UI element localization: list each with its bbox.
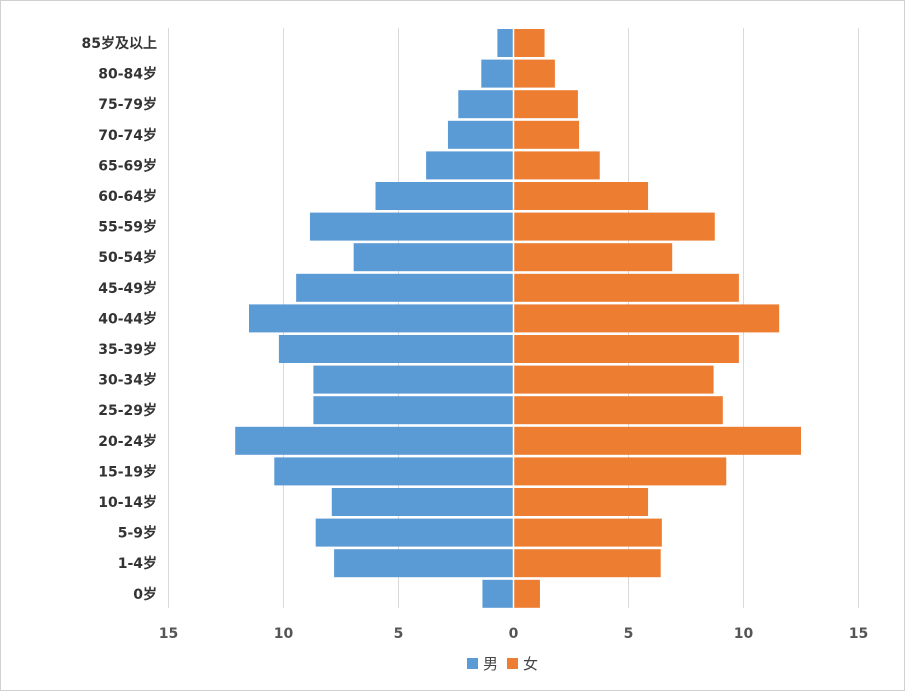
bar-female	[513, 304, 780, 333]
bar-male	[249, 304, 514, 333]
bar-male	[274, 457, 514, 486]
bar-male	[309, 212, 514, 241]
bar-female	[513, 488, 649, 516]
category-label: 35-39岁	[98, 341, 157, 358]
legend-label: 女	[523, 655, 538, 673]
legend-swatch	[467, 658, 478, 669]
x-tick-label: 0	[509, 626, 519, 642]
category-label: 30-34岁	[98, 372, 157, 389]
bar-male	[278, 335, 514, 363]
bar-layer	[235, 28, 801, 608]
x-tick-label: 5	[624, 626, 634, 642]
bar-female	[513, 396, 723, 425]
bar-female	[513, 182, 649, 210]
bar-male	[353, 243, 514, 272]
bar-female	[513, 518, 662, 547]
x-tick-label: 10	[274, 626, 294, 642]
bar-female	[513, 212, 715, 241]
category-label: 65-69岁	[98, 157, 157, 174]
bar-male	[375, 182, 514, 210]
bar-female	[513, 426, 801, 455]
bar-male	[447, 120, 514, 149]
bar-male	[426, 151, 514, 180]
bar-male	[481, 59, 514, 88]
bar-female	[513, 29, 545, 57]
bar-female	[513, 579, 540, 608]
category-label: 85岁及以上	[82, 35, 157, 52]
category-label: 25-29岁	[98, 402, 157, 419]
category-label: 55-59岁	[98, 219, 157, 236]
category-label: 0岁	[133, 586, 157, 603]
bar-male	[482, 579, 514, 608]
bar-female	[513, 273, 739, 302]
category-label: 20-24岁	[98, 433, 157, 450]
category-label: 15-19岁	[98, 463, 157, 480]
bar-female	[513, 365, 714, 394]
category-label: 80-84岁	[98, 66, 157, 83]
category-label: 75-79岁	[98, 96, 157, 113]
bar-female	[513, 243, 673, 272]
x-tick-label: 15	[849, 626, 868, 642]
bar-female	[513, 59, 555, 88]
category-label: 5-9岁	[118, 525, 157, 542]
x-tick-label: 15	[159, 626, 178, 642]
bar-male	[497, 29, 514, 57]
bar-female	[513, 549, 661, 578]
x-axis-tick-labels: 15 10 5 0 5 10 15	[159, 626, 868, 642]
bar-male	[313, 396, 514, 425]
legend-label: 男	[483, 655, 498, 673]
category-label: 45-49岁	[98, 280, 157, 297]
x-tick-label: 10	[734, 626, 754, 642]
bar-female	[513, 120, 580, 149]
x-tick-label: 5	[394, 626, 404, 642]
bar-female	[513, 335, 739, 363]
bar-male	[296, 273, 514, 302]
category-label: 40-44岁	[98, 310, 157, 327]
category-label: 50-54岁	[98, 249, 157, 266]
bar-male	[331, 488, 514, 516]
category-label: 60-64岁	[98, 188, 157, 205]
category-label: 1-4岁	[118, 555, 157, 572]
bar-male	[315, 518, 514, 547]
legend-swatch	[507, 658, 518, 669]
legend: 男女	[467, 655, 538, 673]
category-label: 10-14岁	[98, 494, 157, 511]
bar-male	[334, 549, 514, 578]
bar-male	[458, 90, 514, 119]
bar-female	[513, 151, 600, 180]
category-labels: 0岁 1-4岁 5-9岁 10-14岁 15-19岁 20-24岁 25-29岁 30-34岁…	[82, 35, 157, 603]
bar-female	[513, 90, 578, 119]
bar-female	[513, 457, 727, 486]
category-label: 70-74岁	[98, 127, 157, 144]
bar-male	[313, 365, 514, 394]
bar-male	[235, 426, 514, 455]
